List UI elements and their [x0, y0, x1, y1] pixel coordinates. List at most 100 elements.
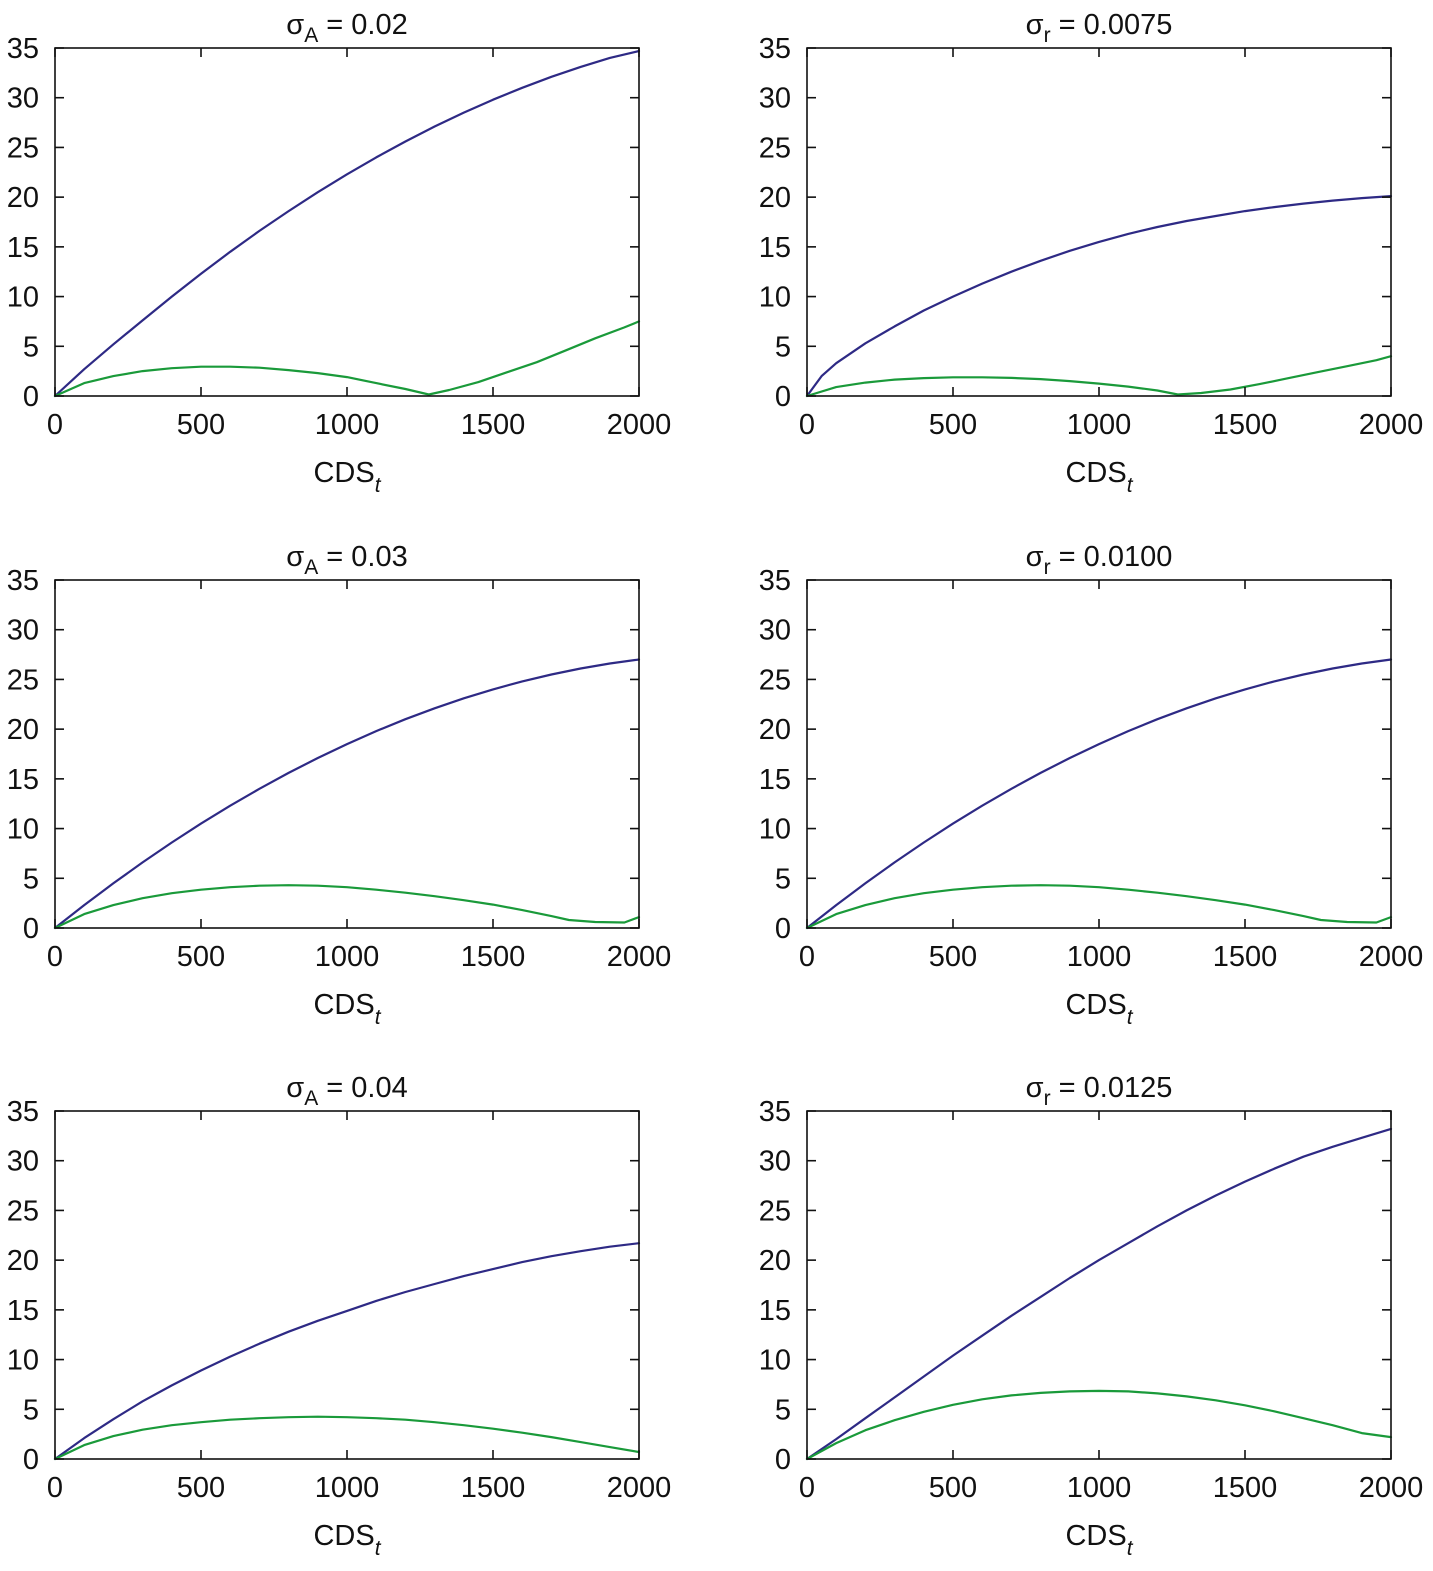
y-tick-label: 35: [759, 1096, 791, 1128]
y-tick-label: 20: [759, 714, 791, 746]
x-tick-label: 2000: [1359, 1472, 1424, 1504]
plot-frame: [54, 1110, 640, 1460]
y-tick-label: 30: [7, 1146, 39, 1178]
plot-frame: [806, 47, 1392, 397]
y-tick-label: 30: [759, 615, 791, 647]
x-axis-label: CDSt: [313, 457, 381, 497]
y-tick-label: 10: [759, 282, 791, 314]
x-tick-label: 2000: [607, 409, 672, 441]
x-axis-label: CDSt: [1065, 457, 1133, 497]
y-tick-label: 20: [759, 182, 791, 214]
chart-title-subscript: A: [304, 24, 318, 47]
series-line-blue: [805, 1127, 1393, 1461]
chart-title: σA = 0.04: [286, 1072, 407, 1110]
chart-title-subscript: r: [1044, 1087, 1051, 1110]
y-tick-label: 5: [775, 863, 791, 895]
x-tick-label: 1000: [1067, 941, 1132, 973]
x-axis-label-subscript: t: [375, 1006, 382, 1029]
chart-title: σr = 0.0075: [1026, 9, 1173, 47]
y-tick-label: 10: [7, 282, 39, 314]
x-tick-label: 1000: [1067, 1472, 1132, 1504]
chart-title-subscript: r: [1044, 556, 1051, 579]
x-tick-label: 0: [47, 1472, 63, 1504]
y-tick-label: 30: [759, 83, 791, 115]
x-tick-label: 0: [799, 1472, 815, 1504]
y-tick-label: 30: [7, 83, 39, 115]
series-line-green: [53, 1415, 641, 1461]
y-tick-label: 15: [7, 1295, 39, 1327]
x-tick-label: 1000: [315, 941, 380, 973]
x-tick-label: 500: [177, 941, 225, 973]
x-tick-label: 500: [929, 1472, 977, 1504]
chart-title-symbol: σ: [1026, 1072, 1044, 1104]
y-tick-label: 0: [23, 913, 39, 945]
x-tick-label: 2000: [607, 941, 672, 973]
chart-title-value: = 0.0075: [1051, 9, 1173, 41]
x-axis-label-main: CDS: [313, 457, 374, 489]
plot-frame: [54, 579, 640, 929]
chart-title: σA = 0.02: [286, 9, 407, 47]
y-tick-label: 0: [775, 381, 791, 413]
x-axis-label: CDSt: [1065, 989, 1133, 1029]
x-tick-label: 0: [47, 941, 63, 973]
y-tick-label: 35: [759, 33, 791, 65]
y-tick-label: 30: [7, 615, 39, 647]
chart-title-subscript: r: [1044, 24, 1051, 47]
series-line-blue: [805, 195, 1393, 398]
x-axis-label: CDSt: [313, 1520, 381, 1560]
x-tick-label: 500: [177, 1472, 225, 1504]
x-tick-label: 1500: [1213, 409, 1278, 441]
y-tick-label: 15: [7, 232, 39, 264]
y-tick-label: 25: [7, 132, 39, 164]
chart-title-value: = 0.0100: [1051, 541, 1173, 573]
y-tick-label: 0: [23, 1444, 39, 1476]
x-tick-label: 2000: [1359, 409, 1424, 441]
x-axis-label-main: CDS: [1065, 1520, 1126, 1552]
chart-title-subscript: A: [304, 1087, 318, 1110]
x-axis-label-subscript: t: [1127, 474, 1134, 497]
y-tick-label: 35: [7, 1096, 39, 1128]
x-axis-label-subscript: t: [1127, 1537, 1134, 1560]
x-tick-label: 1000: [315, 409, 380, 441]
chart-title-symbol: σ: [286, 1072, 304, 1104]
y-tick-label: 15: [7, 764, 39, 796]
y-tick-label: 35: [7, 33, 39, 65]
series-line-green: [53, 320, 641, 398]
y-tick-label: 25: [7, 1195, 39, 1227]
x-tick-label: 0: [799, 941, 815, 973]
y-tick-label: 35: [7, 565, 39, 597]
chart-panel-2: σr = 0.0075 0 5 10 15 20 25 30 35 0 500 1000 1500 200…: [759, 9, 1424, 497]
chart-panel-5: σA = 0.04 0 5 10 15 20 25 30 35 0 500 1000 1500 2000 C…: [7, 1072, 672, 1560]
y-tick-label: 30: [759, 1146, 791, 1178]
x-tick-label: 0: [799, 409, 815, 441]
chart-title-value: = 0.04: [318, 1072, 408, 1104]
series-line-green: [805, 1389, 1393, 1461]
series-line-blue: [805, 658, 1393, 930]
y-tick-label: 25: [759, 132, 791, 164]
y-tick-label: 15: [759, 232, 791, 264]
chart-panel-6: σr = 0.0125 0 5 10 15 20 25 30 35 0 500 1000 1500 200…: [759, 1072, 1424, 1560]
plot-frame: [806, 1110, 1392, 1460]
chart-title: σA = 0.03: [286, 541, 407, 579]
y-tick-label: 5: [23, 863, 39, 895]
y-tick-label: 0: [775, 913, 791, 945]
chart-title-symbol: σ: [286, 9, 304, 41]
x-tick-label: 2000: [607, 1472, 672, 1504]
x-tick-label: 2000: [1359, 941, 1424, 973]
y-tick-label: 10: [7, 814, 39, 846]
x-tick-label: 500: [177, 409, 225, 441]
y-tick-label: 20: [759, 1245, 791, 1277]
series-line-blue: [53, 49, 641, 398]
x-axis-label-main: CDS: [1065, 457, 1126, 489]
y-tick-label: 10: [759, 1345, 791, 1377]
y-tick-label: 35: [759, 565, 791, 597]
series-line-green: [805, 355, 1393, 398]
x-tick-label: 1500: [461, 941, 526, 973]
y-tick-label: 20: [7, 714, 39, 746]
chart-panel-1: σA = 0.02 0 5 10 15 20 25 30 35 0 500 1000 1500 2000 C…: [7, 9, 672, 497]
chart-title-symbol: σ: [286, 541, 304, 573]
x-axis-label-subscript: t: [375, 474, 382, 497]
x-tick-label: 0: [47, 409, 63, 441]
chart-title: σr = 0.0125: [1026, 1072, 1173, 1110]
y-tick-label: 15: [759, 764, 791, 796]
